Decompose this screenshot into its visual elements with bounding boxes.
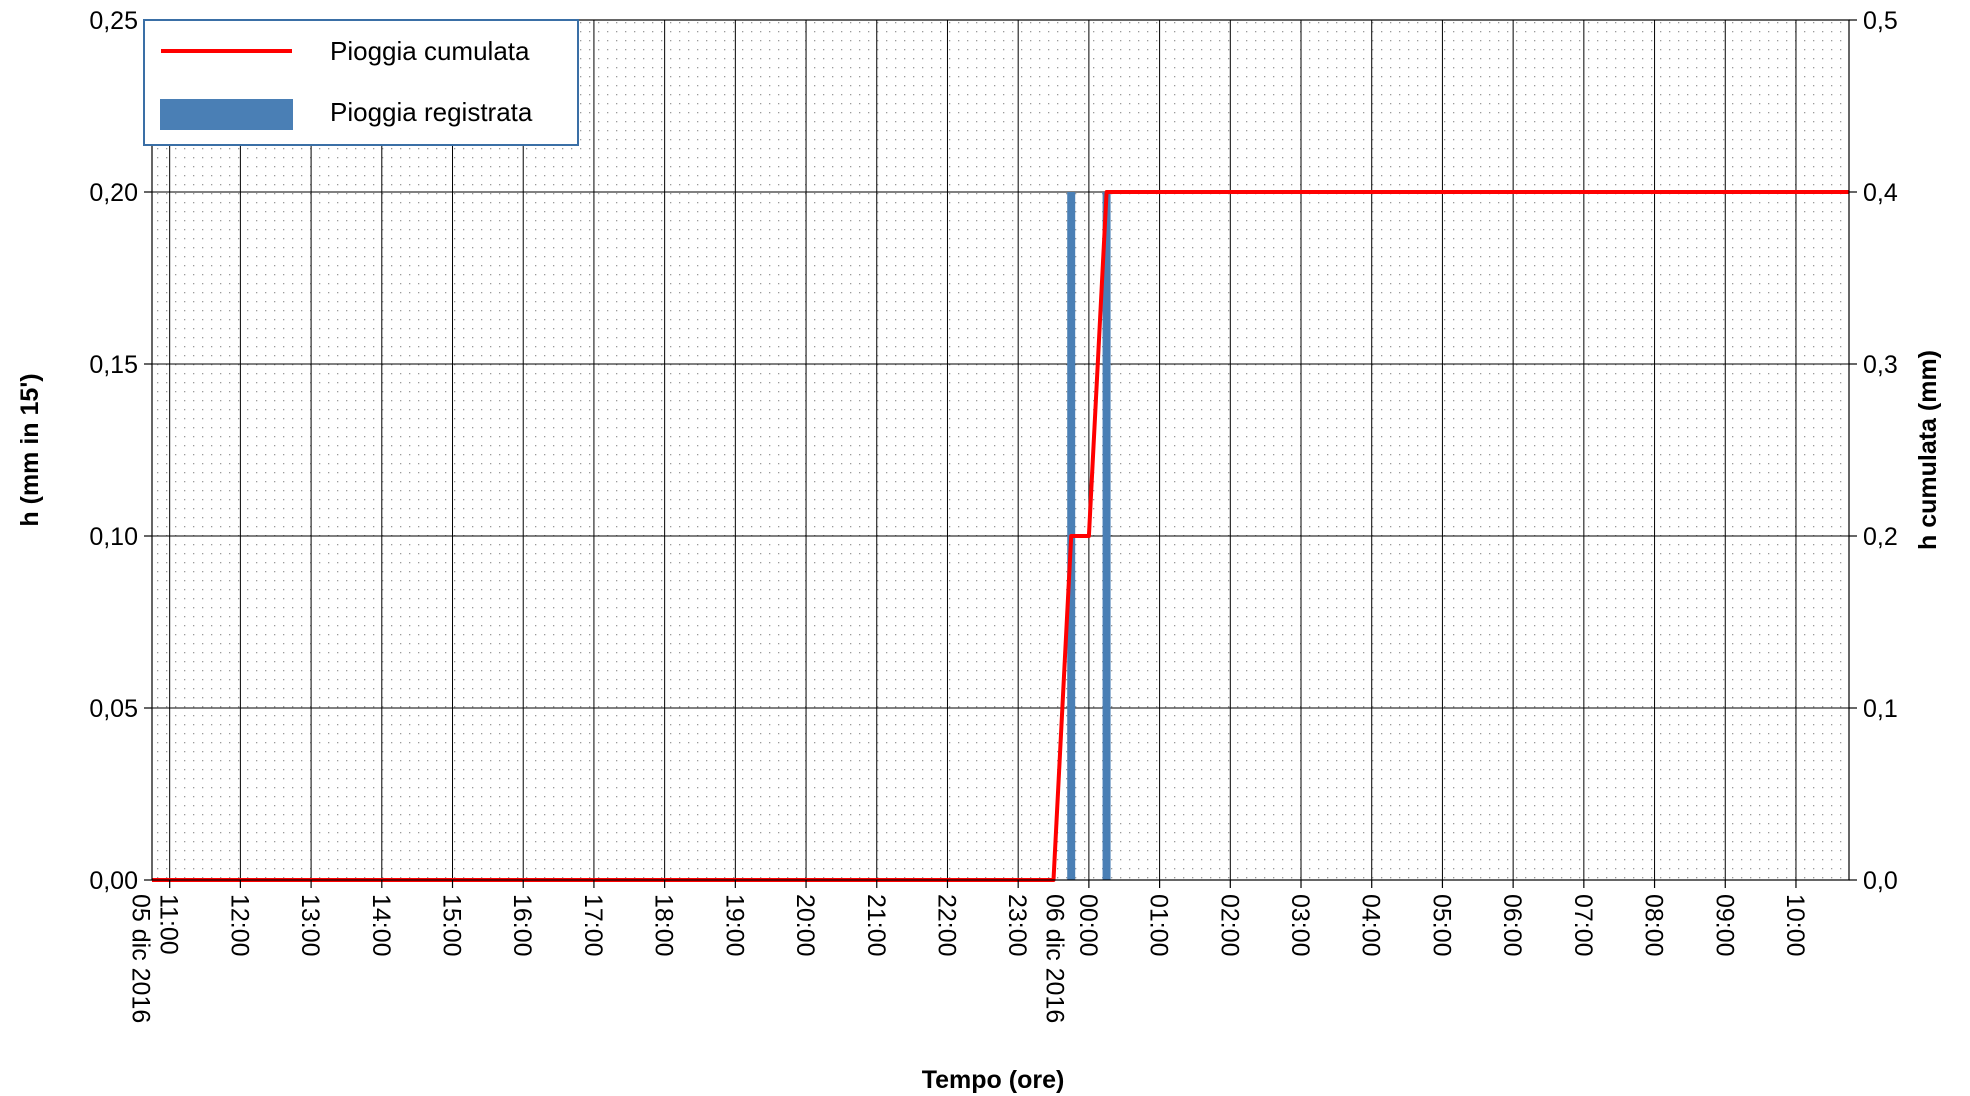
- rain-bar: [1102, 192, 1111, 880]
- x-tick-label: 00:00: [1074, 894, 1102, 957]
- x-tick-label: 17:00: [579, 894, 607, 957]
- right-axis-ticks: 0,0 0,1 0,2 0,3 0,4 0,5: [1849, 7, 1898, 895]
- left-tick-label: 0,25: [89, 7, 138, 35]
- x-tick-label: 18:00: [650, 894, 678, 957]
- right-tick-label: 0,5: [1863, 7, 1898, 35]
- x-tick-label: 19:00: [720, 894, 748, 957]
- x-tick-label: 05:00: [1427, 894, 1455, 957]
- x-tick-label: 06:00: [1498, 894, 1526, 957]
- legend-label-cumulata: Pioggia cumulata: [330, 36, 530, 66]
- left-tick-label: 0,10: [89, 523, 138, 551]
- x-tick-label: 01:00: [1145, 894, 1173, 957]
- left-axis-title: h (mm in 15'): [16, 373, 44, 526]
- right-tick-label: 0,3: [1863, 351, 1898, 379]
- left-tick-label: 0,20: [89, 179, 138, 207]
- x-tick-label: 02:00: [1215, 894, 1243, 957]
- grid: [152, 20, 1849, 880]
- x-tick-label: 11:00: [155, 894, 183, 955]
- x-tick-label: 07:00: [1569, 894, 1597, 957]
- x-date-label: 06 dic 2016: [1041, 894, 1069, 1023]
- plot-area: [152, 20, 1849, 880]
- x-tick-label: 14:00: [367, 894, 395, 957]
- x-tick-label: 08:00: [1640, 894, 1668, 957]
- x-tick-label: 22:00: [932, 894, 960, 957]
- x-tick-label: 04:00: [1357, 894, 1385, 957]
- x-axis-title: Tempo (ore): [922, 1066, 1065, 1094]
- x-axis-ticks: 05 dic 2016 11:00 12:00 13:00 14:00 15:00 16:0…: [126, 880, 1809, 1023]
- legend-bar-swatch: [160, 99, 293, 130]
- legend: Pioggia cumulata Pioggia registrata: [143, 19, 579, 146]
- x-tick-label: 20:00: [791, 894, 819, 957]
- right-tick-label: 0,1: [1863, 695, 1898, 723]
- right-tick-label: 0,2: [1863, 523, 1898, 551]
- x-tick-label: 10:00: [1781, 894, 1809, 957]
- x-tick-label: 13:00: [296, 894, 324, 957]
- x-tick-label: 16:00: [508, 894, 536, 957]
- right-tick-label: 0,0: [1863, 867, 1898, 895]
- x-tick-label: 21:00: [862, 894, 890, 957]
- x-tick-label: 03:00: [1286, 894, 1314, 957]
- right-tick-label: 0,4: [1863, 179, 1898, 207]
- x-tick-label: 12:00: [225, 894, 253, 957]
- right-axis-title: h cumulata (mm): [1914, 350, 1942, 550]
- left-tick-label: 0,00: [89, 867, 138, 895]
- x-tick-label: 23:00: [1003, 894, 1031, 957]
- x-date-label: 05 dic 2016: [126, 894, 154, 1023]
- left-tick-label: 0,05: [89, 695, 138, 723]
- legend-label-registrata: Pioggia registrata: [330, 97, 533, 127]
- plot-frame: [151, 19, 1850, 881]
- x-tick-label: 15:00: [438, 894, 466, 957]
- left-tick-label: 0,15: [89, 351, 138, 379]
- x-tick-label: 09:00: [1710, 894, 1738, 957]
- left-axis-ticks: 0,00 0,05 0,10 0,15 0,20 0,25: [89, 7, 152, 895]
